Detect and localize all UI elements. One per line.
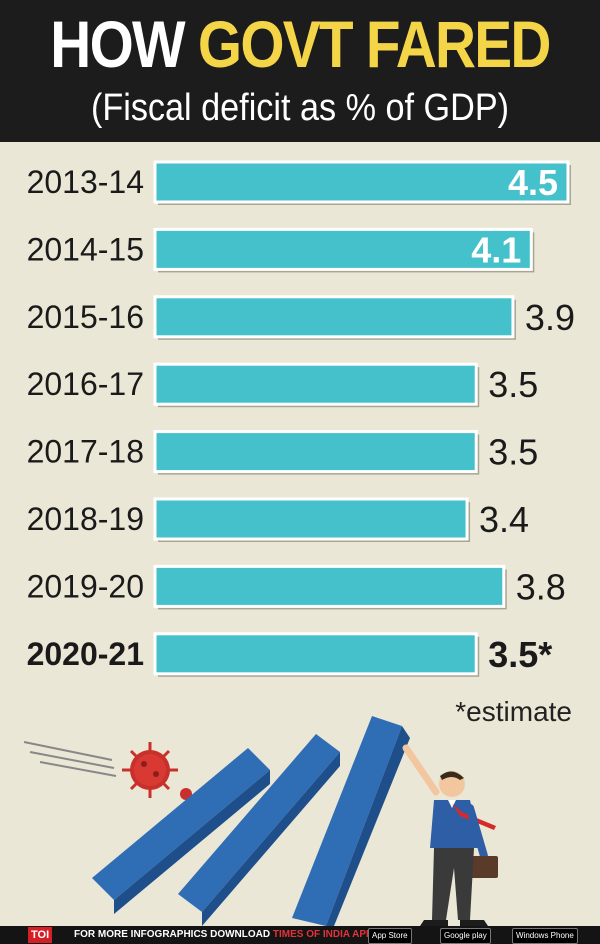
businessman-icon [402,744,498,926]
category-label: 2020-21 [27,636,144,672]
bar [153,160,570,204]
value-label: 3.5 [488,432,538,473]
header-banner: HOW GOVT FARED (Fiscal deficit as % of G… [0,0,600,142]
value-label: 4.1 [471,229,521,270]
falling-domino-3 [292,716,410,926]
category-label: 2018-19 [27,501,144,537]
estimate-note: *estimate [455,696,572,727]
toi-logo: TOI [28,927,53,943]
bar [153,564,506,608]
falling-domino-2 [178,734,340,926]
bar [153,497,469,541]
google-play-badge[interactable]: Google play [440,928,491,944]
domino-illustration [23,716,498,926]
windows-phone-badge[interactable]: Windows Phone [512,928,578,944]
category-label: 2013-14 [27,164,144,200]
footer-bar: TOI FOR MORE INFOGRAPHICS DOWNLOAD TIMES… [0,926,600,944]
falling-domino-1 [92,748,270,914]
value-label: 4.5 [508,162,558,203]
chart-title: HOW GOVT FARED [42,4,558,84]
title-part-2: GOVT FARED [197,7,552,81]
app-store-badge[interactable]: App Store [368,928,412,944]
title-part-1: HOW [50,7,198,81]
category-label: 2014-15 [27,231,144,267]
promo-text: FOR MORE INFOGRAPHICS DOWNLOAD [74,929,273,940]
virus-icon [122,742,192,800]
bar [153,295,515,339]
bar [153,362,478,406]
bar-chart: 2013-14 4.5 2014-15 4.1 2015-16 3.9 2016-17 3.5… [27,160,575,677]
bar [153,227,533,271]
speed-lines-icon [23,741,117,777]
value-label: 3.9 [525,297,575,338]
promo-app-name: TIMES OF INDIA APP [272,929,373,940]
category-label: 2017-18 [27,434,144,470]
chart-subtitle: (Fiscal deficit as % of GDP) [90,87,510,129]
value-label: 3.5* [488,634,552,675]
category-label: 2019-20 [27,568,144,604]
bar [153,430,478,474]
bar [153,632,478,676]
category-label: 2016-17 [27,366,144,402]
value-label: 3.4 [479,499,529,540]
value-label: 3.5 [488,364,538,405]
value-label: 3.8 [516,566,566,607]
footer-promo: FOR MORE INFOGRAPHICS DOWNLOAD TIMES OF … [74,926,373,944]
category-label: 2015-16 [27,299,144,335]
